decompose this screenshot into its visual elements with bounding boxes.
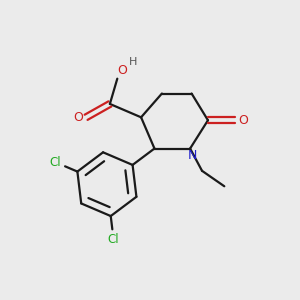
Text: O: O	[118, 64, 128, 77]
Text: O: O	[238, 114, 248, 127]
Text: Cl: Cl	[108, 233, 119, 246]
Text: H: H	[129, 57, 137, 67]
Text: O: O	[73, 111, 83, 124]
Text: Cl: Cl	[50, 156, 61, 169]
Text: N: N	[188, 148, 197, 162]
